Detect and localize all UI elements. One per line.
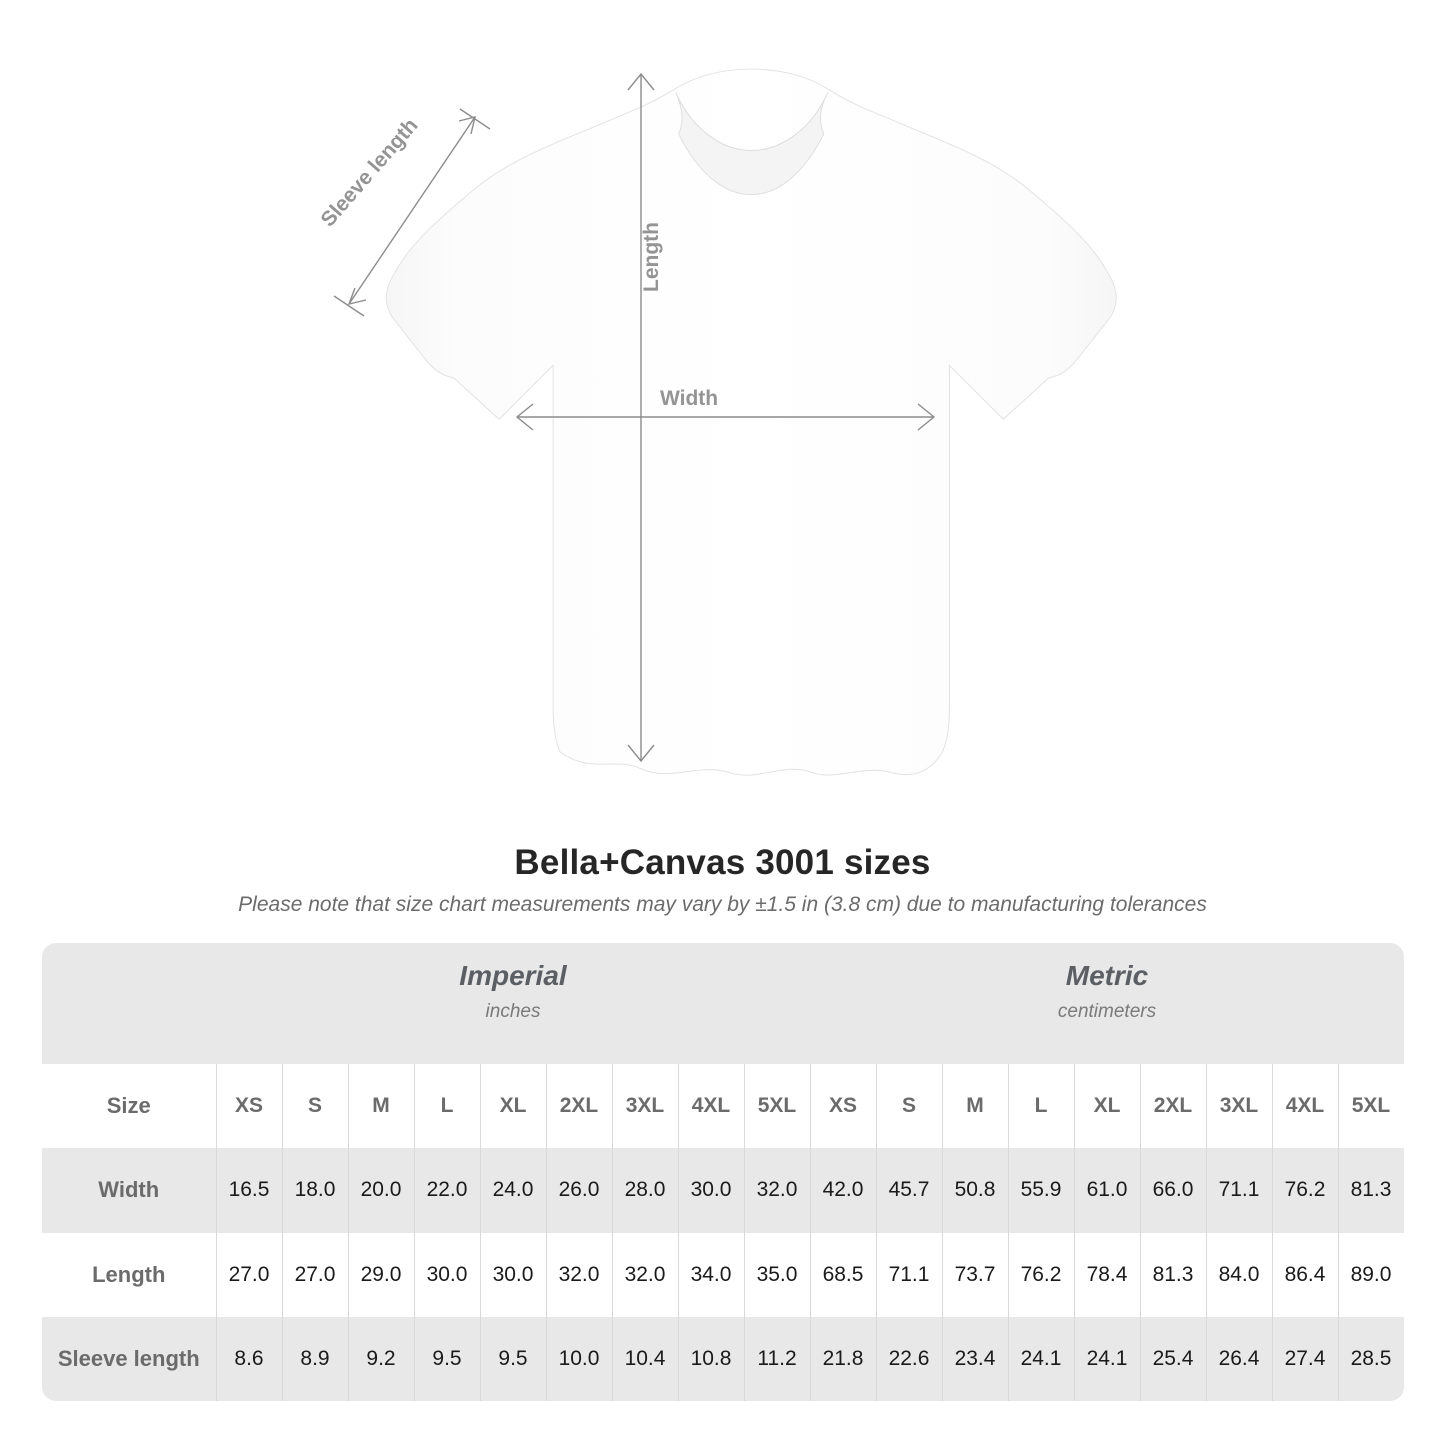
svg-text:Width: Width bbox=[660, 387, 718, 410]
svg-text:Sleeve length: Sleeve length bbox=[316, 114, 422, 231]
svg-text:Length: Length bbox=[640, 222, 663, 292]
